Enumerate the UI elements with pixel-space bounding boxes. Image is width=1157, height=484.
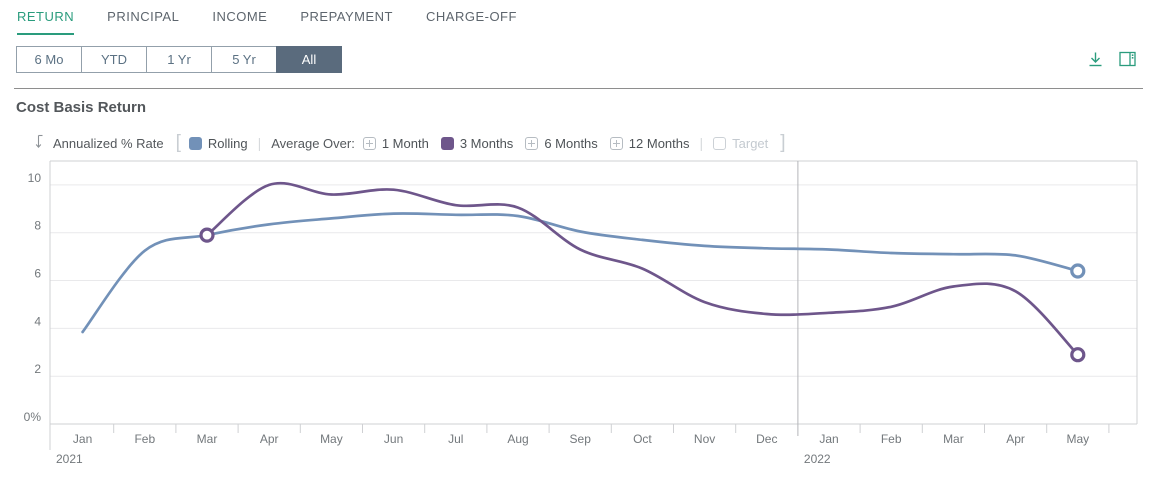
- range-ytd-button[interactable]: YTD: [81, 46, 147, 73]
- svg-text:Mar: Mar: [943, 432, 964, 446]
- chart-svg: 0% 2 4 6 8 10 Jan Feb Mar Apr May Jun Jul Aug Sep Oct No…: [24, 160, 1138, 466]
- legend-item-rolling[interactable]: Rolling: [188, 136, 248, 151]
- download-icon[interactable]: [1086, 50, 1104, 68]
- svg-text:6: 6: [34, 267, 41, 281]
- rolling-swatch-icon: [188, 136, 202, 150]
- report-tabs: RETURN PRINCIPAL INCOME PREPAYMENT CHARG…: [17, 9, 517, 35]
- legend-item-6-months[interactable]: 6 Months: [525, 136, 598, 151]
- add-plus-icon: [362, 136, 376, 150]
- time-range-selector: 6 Mo YTD 1 Yr 5 Yr All: [16, 46, 342, 73]
- svg-text:Jun: Jun: [384, 432, 403, 446]
- svg-text:Sep: Sep: [570, 432, 592, 446]
- average-over-label: Average Over:: [271, 135, 355, 151]
- legend-item-1-month[interactable]: 1 Month: [362, 136, 429, 151]
- tab-principal[interactable]: PRINCIPAL: [107, 9, 179, 35]
- svg-text:Nov: Nov: [694, 432, 715, 446]
- legend-divider: |: [699, 135, 704, 151]
- tab-charge-off[interactable]: CHARGE-OFF: [426, 9, 517, 35]
- legend-item-3-months[interactable]: 3 Months: [440, 136, 513, 151]
- add-plus-icon: [525, 136, 539, 150]
- data-panel-icon[interactable]: [1119, 50, 1137, 68]
- svg-text:Mar: Mar: [197, 432, 218, 446]
- chart-toolbar: [1086, 50, 1137, 68]
- page-title: Cost Basis Return: [16, 99, 147, 116]
- svg-text:2021: 2021: [56, 452, 83, 466]
- svg-text:2022: 2022: [804, 452, 831, 466]
- svg-text:8: 8: [34, 219, 41, 233]
- svg-text:Feb: Feb: [134, 432, 155, 446]
- range-1yr-button[interactable]: 1 Yr: [146, 46, 212, 73]
- legend-open-bracket: [: [175, 131, 181, 153]
- svg-text:Dec: Dec: [756, 432, 777, 446]
- empty-checkbox-icon: [713, 136, 727, 150]
- svg-text:Jan: Jan: [819, 432, 838, 446]
- svg-text:Feb: Feb: [881, 432, 902, 446]
- svg-text:10: 10: [28, 171, 42, 185]
- range-5yr-button[interactable]: 5 Yr: [211, 46, 277, 73]
- svg-text:0%: 0%: [24, 410, 42, 424]
- svg-text:May: May: [320, 432, 343, 446]
- y-axis-label: Annualized % Rate: [53, 135, 164, 151]
- svg-text:Jan: Jan: [73, 432, 92, 446]
- header-divider: [14, 88, 1143, 89]
- svg-text:2: 2: [34, 362, 41, 376]
- legend-item-target[interactable]: Target: [713, 136, 768, 151]
- svg-text:May: May: [1066, 432, 1089, 446]
- svg-text:Oct: Oct: [633, 432, 652, 446]
- chart-legend: Annualized % Rate [ Rolling | Average Ov…: [34, 133, 786, 153]
- add-plus-icon: [609, 136, 623, 150]
- svg-text:Apr: Apr: [1006, 432, 1025, 446]
- svg-text:4: 4: [34, 314, 41, 328]
- cost-basis-return-chart: 0% 2 4 6 8 10 Jan Feb Mar Apr May Jun Jul Aug Sep Oct No…: [0, 155, 1157, 470]
- range-6mo-button[interactable]: 6 Mo: [16, 46, 82, 73]
- y-axis-arrow-icon: [34, 133, 45, 153]
- svg-text:Aug: Aug: [507, 432, 528, 446]
- legend-divider: |: [257, 135, 262, 151]
- three-months-swatch-icon: [440, 136, 454, 150]
- range-all-button[interactable]: All: [276, 46, 342, 73]
- tab-prepayment[interactable]: PREPAYMENT: [300, 9, 393, 35]
- legend-item-12-months[interactable]: 12 Months: [609, 136, 690, 151]
- tab-return[interactable]: RETURN: [17, 9, 75, 35]
- tab-income[interactable]: INCOME: [212, 9, 267, 35]
- svg-text:Jul: Jul: [448, 432, 463, 446]
- legend-close-bracket: ]: [780, 131, 786, 153]
- svg-text:Apr: Apr: [260, 432, 279, 446]
